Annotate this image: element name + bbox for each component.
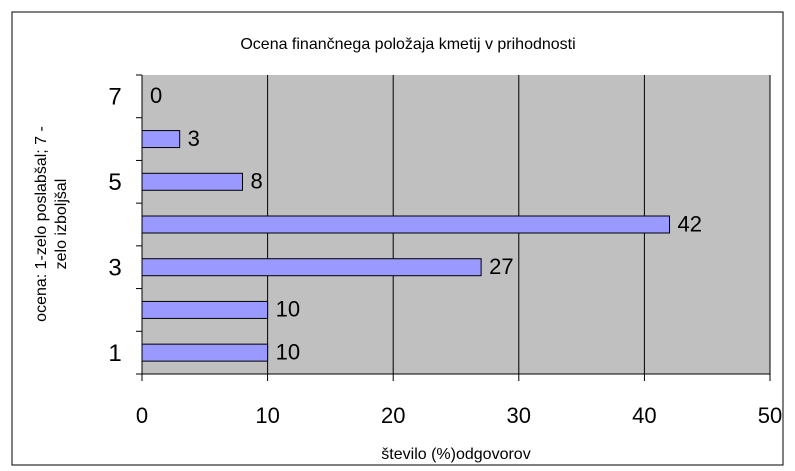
x-tick-label: 10 bbox=[255, 403, 279, 428]
bar bbox=[141, 172, 243, 191]
data-label: 27 bbox=[489, 254, 513, 279]
data-label: 10 bbox=[276, 339, 300, 364]
y-tick-label: 7 bbox=[108, 84, 121, 111]
chart-title: Ocena finančnega položaja kmetij v priho… bbox=[240, 36, 575, 53]
data-label: 42 bbox=[678, 211, 702, 236]
bar bbox=[141, 130, 181, 149]
x-tick-label: 50 bbox=[758, 403, 782, 428]
bar bbox=[141, 258, 482, 277]
y-axis-title-line: zelo izboljšal bbox=[53, 179, 70, 270]
x-tick-label: 30 bbox=[507, 403, 531, 428]
data-label: 10 bbox=[276, 297, 300, 322]
data-label: 3 bbox=[188, 126, 200, 151]
x-tick-label: 40 bbox=[632, 403, 656, 428]
x-tick-label: 0 bbox=[136, 403, 148, 428]
bar bbox=[141, 215, 671, 234]
x-axis-title: število (%)odgovorov bbox=[381, 446, 530, 463]
y-tick-label: 5 bbox=[108, 169, 121, 196]
y-tick-label: 1 bbox=[108, 340, 121, 367]
y-axis-title: ocena: 1-zelo poslabšal; 7 - zelo izbolj… bbox=[33, 126, 70, 322]
x-tick-label: 20 bbox=[381, 403, 405, 428]
data-label: 0 bbox=[150, 83, 162, 108]
bar bbox=[141, 343, 269, 362]
y-tick-label: 3 bbox=[108, 255, 121, 282]
data-label: 8 bbox=[250, 169, 262, 194]
bar bbox=[141, 300, 269, 319]
y-axis-title-line: ocena: 1-zelo poslabšal; 7 - bbox=[33, 126, 50, 322]
